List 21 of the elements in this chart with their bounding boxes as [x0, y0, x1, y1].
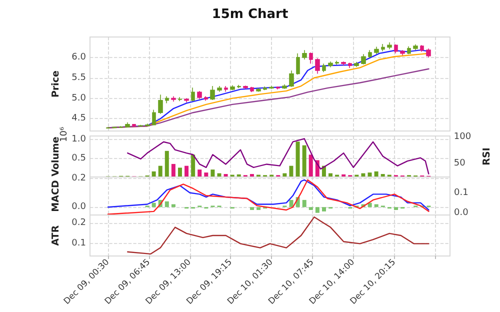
y2-tick-label: 100 [454, 132, 472, 142]
y-axis-title: MACD [50, 180, 62, 212]
y-axis-title: Volume [50, 136, 62, 176]
y-tick-label: 0.0 [72, 202, 86, 212]
y2-tick-label: 0.1 [454, 188, 468, 198]
y-tick-label: 0.2 [72, 218, 86, 228]
y2-axis-title: RSI [482, 148, 492, 166]
y-tick-label: 0.5 [72, 153, 86, 164]
y-tick-label: 0.2 [72, 173, 86, 184]
text: 10⁶ [60, 126, 70, 142]
chart-title: 15m Chart [212, 7, 288, 22]
y-tick-label: 5.0 [72, 93, 86, 104]
y2-tick-label: 0.0 [454, 208, 469, 218]
y-tick-label: 1.0 [72, 134, 86, 145]
y-tick-label: 5.5 [72, 72, 86, 83]
y-axis-title: ATR [50, 224, 62, 246]
y2-tick-label: 50 [454, 158, 466, 169]
y-axis-title: Price [50, 70, 62, 98]
y-tick-label: 4.5 [72, 114, 86, 124]
y-tick-label: 0.1 [72, 238, 86, 249]
y-tick-label: 6.0 [72, 52, 86, 62]
